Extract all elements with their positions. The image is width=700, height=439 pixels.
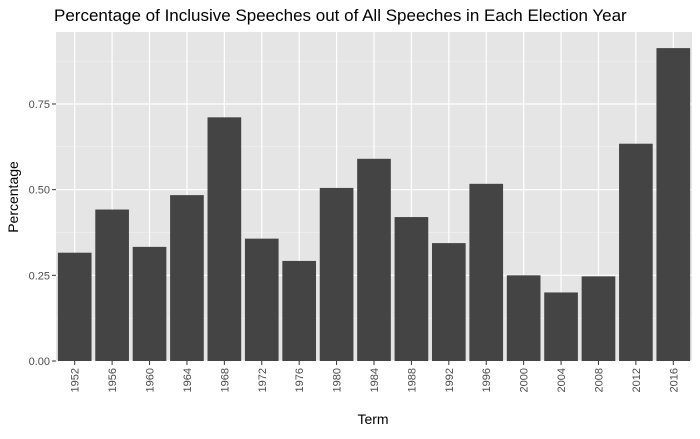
x-tick-label-1976: 1976	[294, 368, 306, 392]
y-tick-label: 0.50	[29, 185, 50, 197]
x-tick-label-1956: 1956	[107, 368, 119, 392]
y-tick-label: 0.75	[29, 99, 50, 111]
bar-1968	[207, 117, 242, 361]
x-tick-label-1960: 1960	[145, 368, 157, 392]
bar-2004	[544, 292, 578, 361]
x-tick-label-1992: 1992	[444, 368, 456, 392]
y-tick-label: 0.25	[29, 270, 50, 282]
bar-2008	[581, 276, 616, 361]
x-tick-label-1964: 1964	[182, 368, 194, 392]
bar-2016	[656, 48, 691, 361]
y-tick-label: 0.00	[29, 356, 50, 368]
x-tick-label-1988: 1988	[406, 368, 418, 392]
x-tick-label-1968: 1968	[219, 368, 231, 392]
bar-1952	[57, 252, 92, 361]
bar-1960	[132, 246, 167, 361]
x-tick-label-1952: 1952	[70, 368, 82, 392]
bar-1976	[282, 260, 317, 361]
x-tick-label-2000: 2000	[519, 368, 531, 392]
bar-1972	[244, 238, 279, 361]
y-axis-title: Percentage	[5, 161, 21, 233]
x-tick-label-2012: 2012	[631, 368, 643, 392]
x-tick-label-2008: 2008	[593, 368, 605, 392]
bars	[57, 48, 691, 361]
x-tick-label-1972: 1972	[257, 368, 269, 392]
x-axis-title: Term	[357, 411, 388, 427]
bar-2000	[506, 275, 541, 361]
chart-title: Percentage of Inclusive Speeches out of …	[54, 6, 627, 25]
bar-1988	[394, 217, 429, 361]
x-tick-label-1996: 1996	[481, 368, 493, 392]
bar-1984	[357, 158, 391, 361]
bar-2012	[619, 143, 653, 361]
bar-1980	[319, 187, 354, 361]
bar-1992	[431, 243, 466, 361]
bar-1964	[170, 195, 204, 361]
axes: 0.00 0.25 0.50 0.75 1952 1956 1960 1964 1968 1972…	[29, 99, 681, 393]
bar-1996	[469, 183, 504, 361]
x-tick-label-1984: 1984	[369, 368, 381, 392]
x-tick-label-1980: 1980	[332, 368, 344, 392]
bar-1956	[95, 209, 129, 361]
x-tick-label-2016: 2016	[668, 368, 680, 392]
x-tick-label-2004: 2004	[556, 368, 568, 392]
